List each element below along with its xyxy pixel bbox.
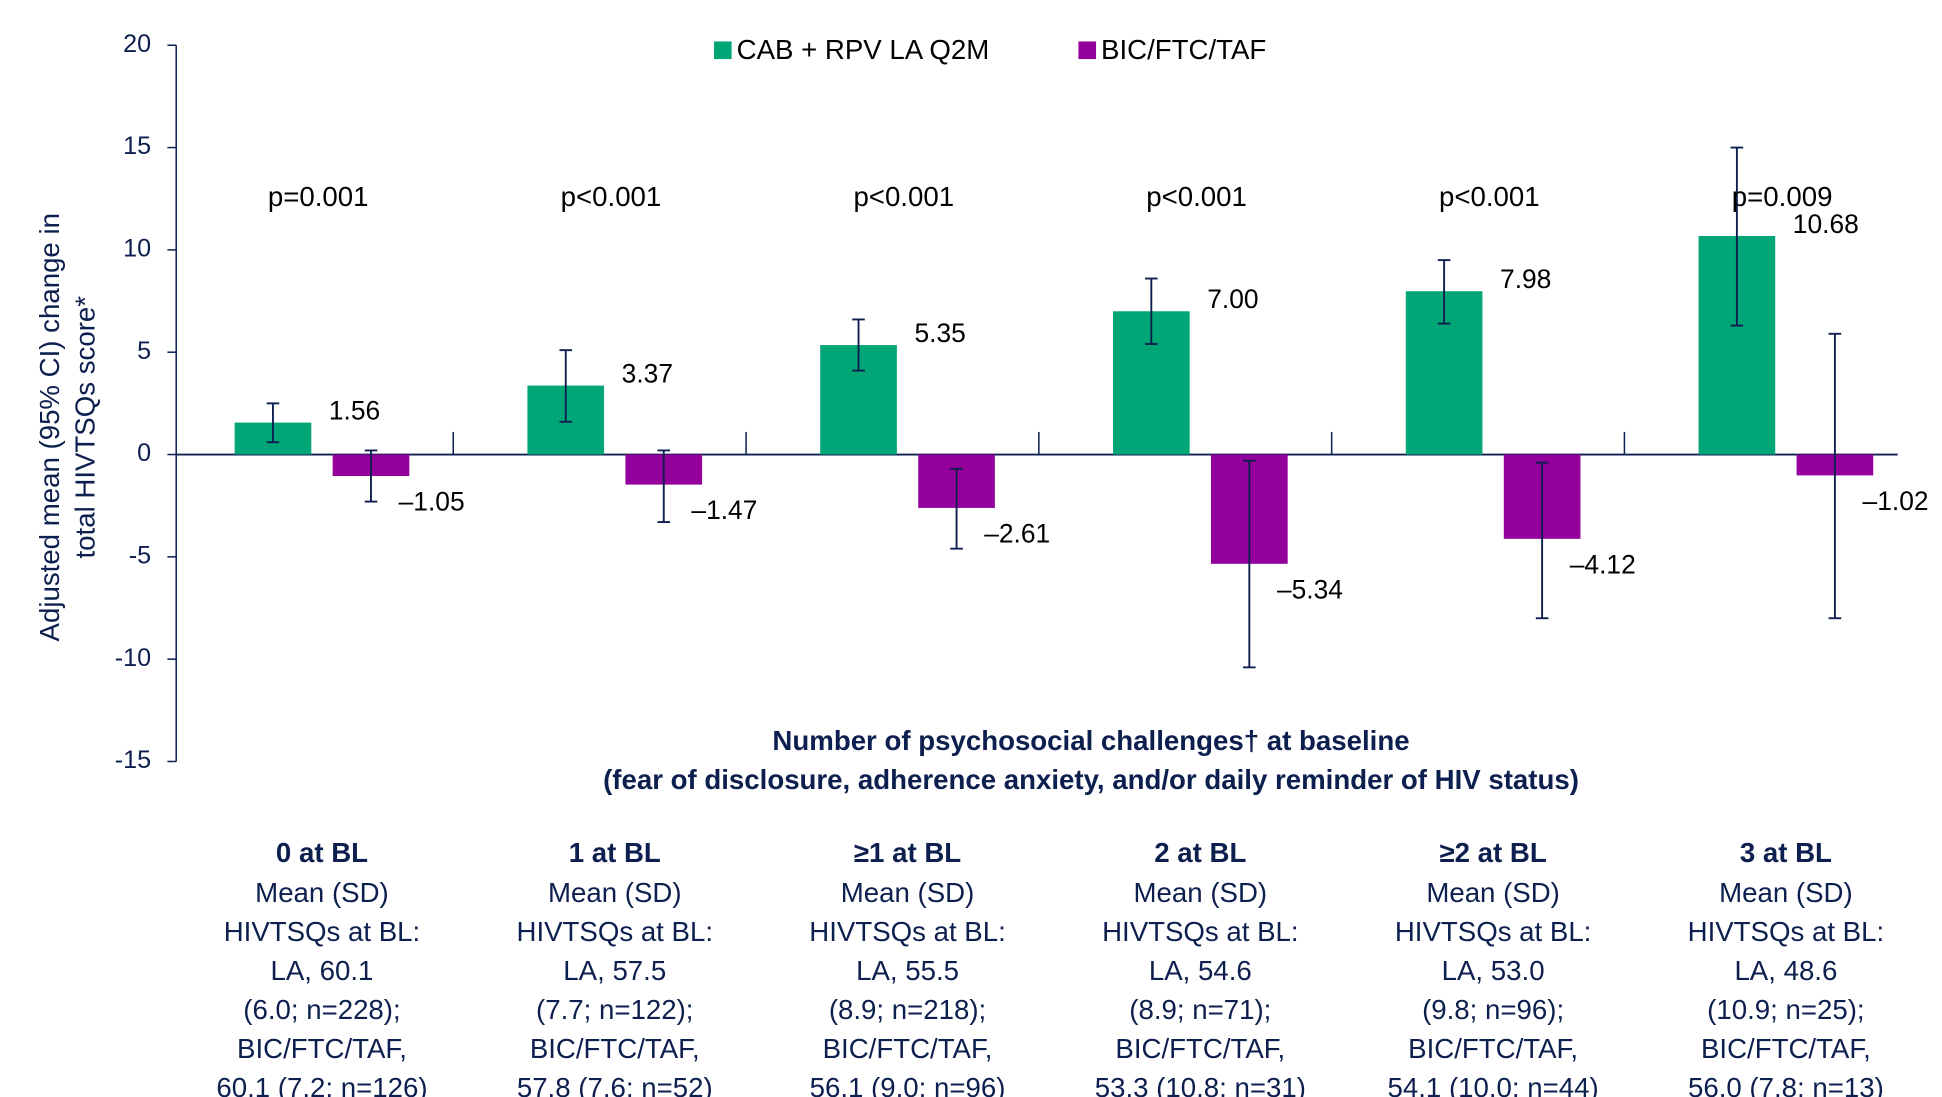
- y-axis-label: total HIVTSQs score*: [69, 296, 100, 559]
- group-note: BIC/FTC/TAF,: [1115, 1033, 1285, 1064]
- group-note: (6.0; n=228);: [243, 994, 400, 1025]
- legend-label: CAB + RPV LA Q2M: [737, 34, 990, 65]
- group-note: HIVTSQs at BL:: [1688, 916, 1885, 947]
- value-label: –4.12: [1570, 549, 1636, 579]
- y-tick-label: 15: [123, 132, 151, 160]
- p-value: p=0.009: [1732, 181, 1833, 212]
- p-value: p<0.001: [1146, 181, 1247, 212]
- group-note: HIVTSQs at BL:: [224, 916, 421, 947]
- y-tick-label: -15: [115, 746, 151, 774]
- group-note: BIC/FTC/TAF,: [1701, 1033, 1871, 1064]
- category-label: 3 at BL: [1740, 837, 1832, 868]
- group-note: Mean (SD): [548, 877, 682, 908]
- group-note: Mean (SD): [841, 877, 975, 908]
- y-axis-label: Adjusted mean (95% CI) change in: [34, 213, 65, 641]
- group-note: HIVTSQs at BL:: [516, 916, 713, 947]
- p-value: p<0.001: [561, 181, 662, 212]
- category-label: 0 at BL: [276, 837, 368, 868]
- group-note: HIVTSQs at BL:: [1102, 916, 1299, 947]
- category-label: 2 at BL: [1154, 837, 1246, 868]
- group-note: (10.9; n=25);: [1707, 994, 1864, 1025]
- legend-label: BIC/FTC/TAF: [1101, 34, 1266, 65]
- group-note: BIC/FTC/TAF,: [823, 1033, 993, 1064]
- value-label: 1.56: [329, 396, 380, 426]
- y-tick-label: 20: [123, 30, 151, 58]
- y-tick-label: -5: [129, 541, 151, 569]
- group-note: 56.0 (7.8; n=13): [1688, 1072, 1884, 1097]
- group-note: LA, 53.0: [1442, 955, 1545, 986]
- y-tick-label: 10: [123, 235, 151, 263]
- value-label: 7.00: [1207, 284, 1258, 314]
- x-axis-label: (fear of disclosure, adherence anxiety, …: [603, 764, 1579, 795]
- value-label: –5.34: [1277, 574, 1343, 604]
- legend-swatch: [714, 41, 732, 60]
- group-note: Mean (SD): [1426, 877, 1560, 908]
- x-axis-label: Number of psychosocial challenges† at ba…: [772, 725, 1409, 756]
- y-tick-label: 0: [137, 439, 151, 467]
- value-label: 7.98: [1500, 264, 1551, 294]
- category-label: ≥2 at BL: [1439, 837, 1546, 868]
- group-note: LA, 57.5: [563, 955, 666, 986]
- category-label: ≥1 at BL: [854, 837, 961, 868]
- group-note: Mean (SD): [255, 877, 389, 908]
- group-note: 54.1 (10.0; n=44): [1388, 1072, 1599, 1097]
- value-label: –1.02: [1863, 486, 1929, 516]
- group-note: 60.1 (7.2; n=126): [216, 1072, 427, 1097]
- group-note: 56.1 (9.0; n=96): [810, 1072, 1006, 1097]
- group-note: 57.8 (7.6; n=52): [517, 1072, 713, 1097]
- group-note: 53.3 (10.8; n=31): [1095, 1072, 1306, 1097]
- group-note: LA, 55.5: [856, 955, 959, 986]
- group-note: LA, 48.6: [1734, 955, 1837, 986]
- legend-swatch: [1078, 41, 1097, 60]
- group-note: BIC/FTC/TAF,: [1408, 1033, 1578, 1064]
- value-label: –1.05: [399, 487, 465, 517]
- group-note: (9.8; n=96);: [1422, 994, 1564, 1025]
- p-value: p<0.001: [853, 181, 954, 212]
- p-value: p=0.001: [268, 181, 369, 212]
- category-label: 1 at BL: [569, 837, 661, 868]
- p-value: p<0.001: [1439, 181, 1540, 212]
- group-note: (8.9; n=218);: [829, 994, 986, 1025]
- group-note: BIC/FTC/TAF,: [530, 1033, 700, 1064]
- group-note: LA, 60.1: [271, 955, 374, 986]
- value-label: –2.61: [984, 519, 1050, 549]
- group-note: BIC/FTC/TAF,: [237, 1033, 407, 1064]
- group-note: (7.7; n=122);: [536, 994, 693, 1025]
- value-label: –1.47: [691, 495, 757, 525]
- group-note: Mean (SD): [1134, 877, 1268, 908]
- y-tick-label: 5: [137, 337, 151, 365]
- group-note: HIVTSQs at BL:: [1395, 916, 1592, 947]
- group-note: Mean (SD): [1719, 877, 1853, 908]
- group-note: (8.9; n=71);: [1129, 994, 1271, 1025]
- value-label: 10.68: [1793, 209, 1859, 239]
- y-tick-label: -10: [115, 644, 151, 672]
- value-label: 3.37: [622, 358, 673, 388]
- group-note: HIVTSQs at BL:: [809, 916, 1006, 947]
- group-note: LA, 54.6: [1149, 955, 1252, 986]
- value-label: 5.35: [914, 318, 965, 348]
